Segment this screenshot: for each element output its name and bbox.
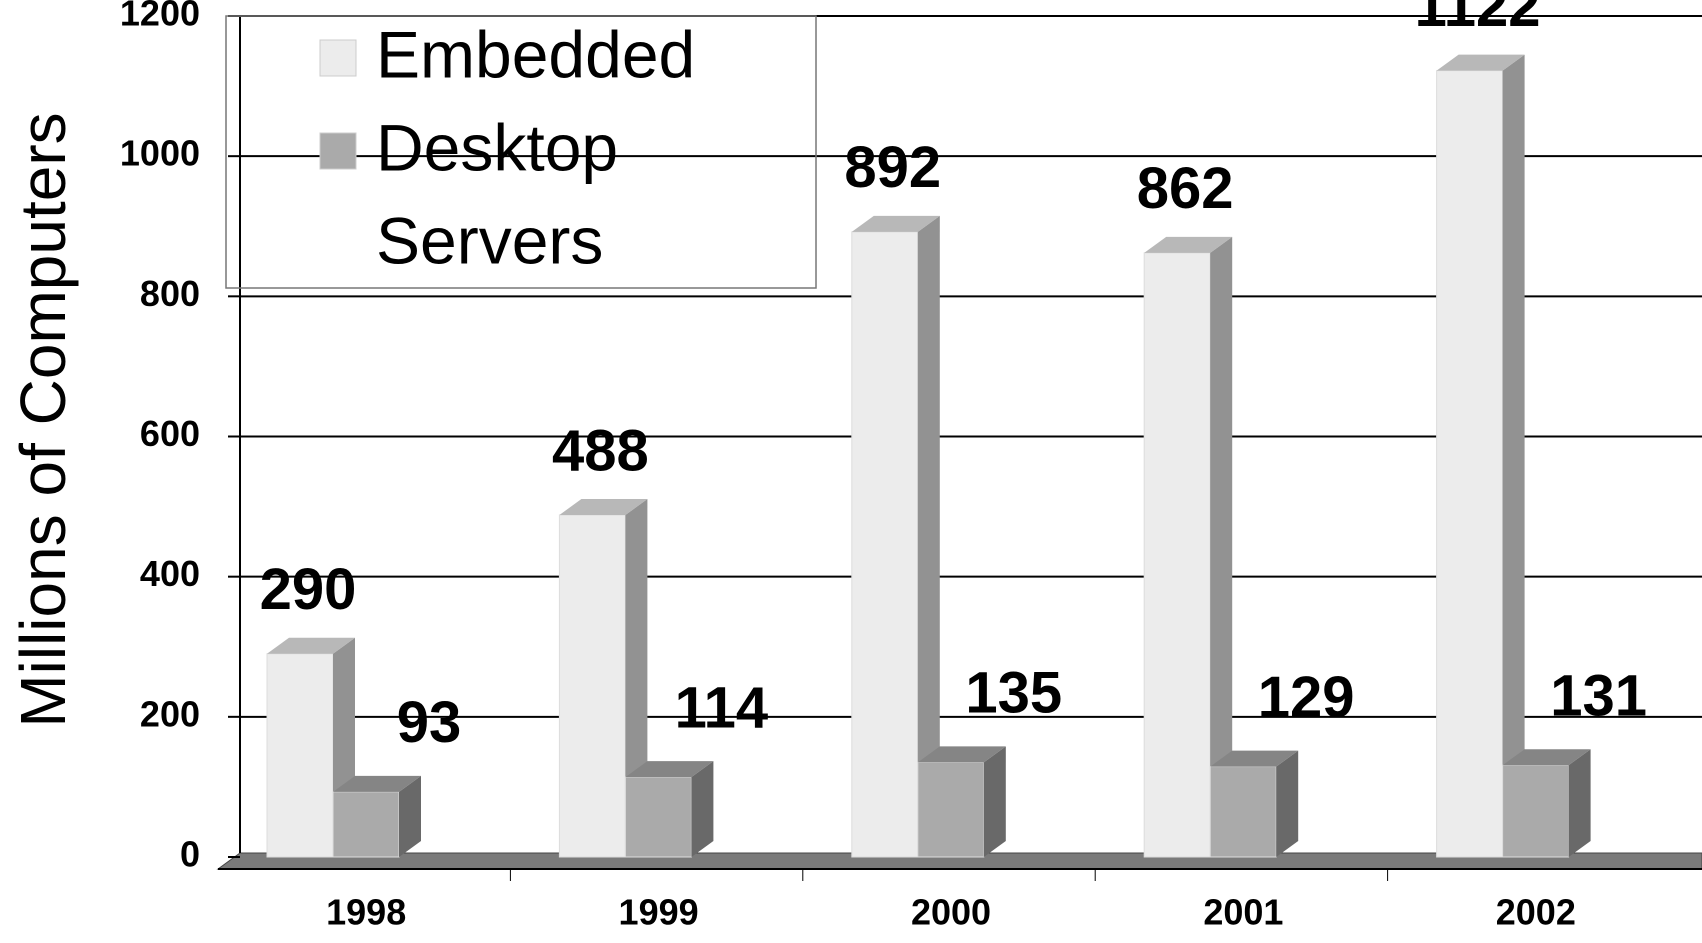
bar-side <box>1276 750 1299 857</box>
data-label: 862 <box>1137 156 1234 221</box>
y-tick-label: 1200 <box>120 0 200 34</box>
bar-top <box>625 761 714 778</box>
bar-side <box>1502 54 1525 858</box>
bar-front <box>624 776 692 858</box>
bar-front <box>266 653 334 858</box>
x-tick-label: 2002 <box>1496 892 1576 933</box>
y-tick-label: 1000 <box>120 133 200 174</box>
data-label: 1122 <box>1415 0 1541 39</box>
bar-top <box>851 215 940 232</box>
data-label: 488 <box>552 418 649 483</box>
legend: Embedded Desktop Servers <box>225 15 817 289</box>
bar-side <box>399 775 421 857</box>
bar <box>1502 749 1591 858</box>
bar-front <box>1209 766 1277 858</box>
bar <box>1209 750 1299 858</box>
bar-front <box>1143 252 1211 858</box>
bar-side <box>1210 236 1233 858</box>
bar-side <box>983 746 1006 857</box>
bar-top <box>1502 749 1591 766</box>
bar-front <box>558 514 626 858</box>
y-tick-label: 600 <box>140 413 200 454</box>
x-tick-label: 1998 <box>326 892 406 933</box>
y-tick-label: 200 <box>140 693 200 734</box>
bar <box>558 498 648 858</box>
bar <box>1436 54 1525 858</box>
bar-top <box>1436 54 1525 71</box>
data-label: 892 <box>844 135 941 200</box>
bar-top <box>917 746 1006 763</box>
bar-top <box>1144 236 1233 253</box>
bar <box>851 215 940 858</box>
legend-swatch <box>319 39 357 77</box>
bar-front <box>332 791 400 858</box>
bar-top <box>559 498 648 515</box>
legend-label: Embedded <box>376 17 695 91</box>
y-axis-title: Millions of Computers <box>7 112 79 727</box>
data-label: 114 <box>675 675 769 740</box>
legend-label: Desktop <box>376 110 618 184</box>
bar-top <box>1210 750 1299 767</box>
x-tick-label: 2000 <box>911 892 991 933</box>
y-tick-label: 0 <box>180 834 200 875</box>
data-label: 93 <box>397 690 462 755</box>
bar <box>1143 236 1233 858</box>
x-tick-label: 2001 <box>1203 892 1283 933</box>
y-tick-label: 400 <box>140 553 200 594</box>
legend-swatch <box>319 132 357 170</box>
bar-side <box>691 761 714 857</box>
data-label: 131 <box>1550 664 1647 729</box>
bar-side <box>917 215 940 857</box>
legend-box <box>225 15 817 289</box>
bar <box>917 746 1006 858</box>
bar-front <box>1502 764 1570 858</box>
data-label: 290 <box>260 557 357 622</box>
bar-front <box>1436 70 1504 858</box>
x-tick-label: 1999 <box>619 892 699 933</box>
data-label: 135 <box>965 661 1062 726</box>
bar-front <box>851 231 919 858</box>
bar <box>332 775 421 858</box>
bar-front <box>917 761 985 858</box>
bar <box>624 761 714 858</box>
bar-top <box>333 775 421 792</box>
y-tick-label: 800 <box>140 273 200 314</box>
legend-label: Servers <box>376 203 603 277</box>
bar-side <box>1568 749 1591 857</box>
data-label: 129 <box>1258 665 1355 730</box>
bar-top <box>267 637 355 654</box>
